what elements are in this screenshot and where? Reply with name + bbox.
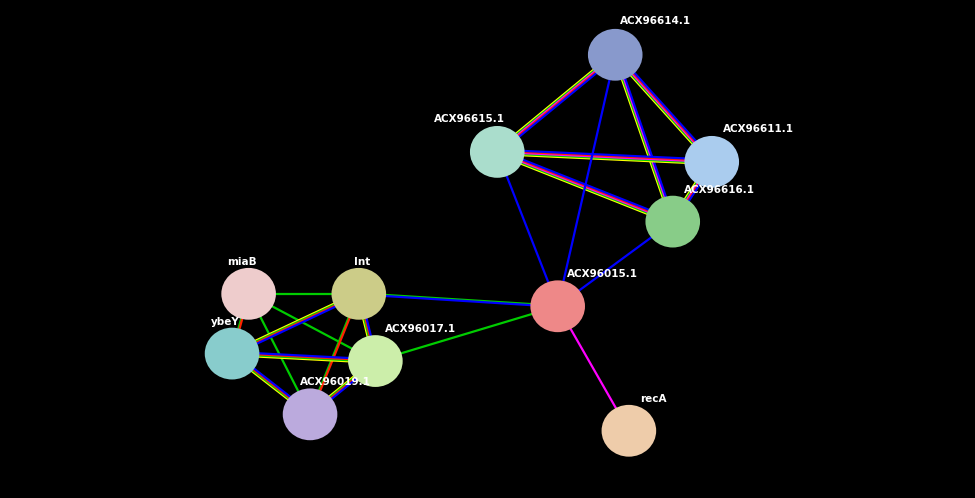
Text: ACX96015.1: ACX96015.1 [567, 269, 639, 279]
Ellipse shape [588, 29, 643, 81]
Ellipse shape [470, 126, 525, 178]
Ellipse shape [348, 335, 403, 387]
Text: ACX96019.1: ACX96019.1 [300, 377, 371, 387]
Ellipse shape [205, 328, 259, 379]
Text: ybeY: ybeY [211, 317, 239, 327]
Ellipse shape [530, 280, 585, 332]
Ellipse shape [645, 196, 700, 248]
Ellipse shape [283, 388, 337, 440]
Text: Int: Int [354, 257, 370, 267]
Text: recA: recA [641, 394, 667, 404]
Ellipse shape [221, 268, 276, 320]
Text: miaB: miaB [227, 257, 256, 267]
Ellipse shape [332, 268, 386, 320]
Ellipse shape [602, 405, 656, 457]
Text: ACX96616.1: ACX96616.1 [684, 185, 756, 195]
Text: ACX96614.1: ACX96614.1 [620, 16, 691, 26]
Text: ACX96615.1: ACX96615.1 [434, 115, 505, 124]
Text: ACX96611.1: ACX96611.1 [723, 124, 795, 134]
Ellipse shape [684, 136, 739, 188]
Text: ACX96017.1: ACX96017.1 [385, 324, 456, 334]
